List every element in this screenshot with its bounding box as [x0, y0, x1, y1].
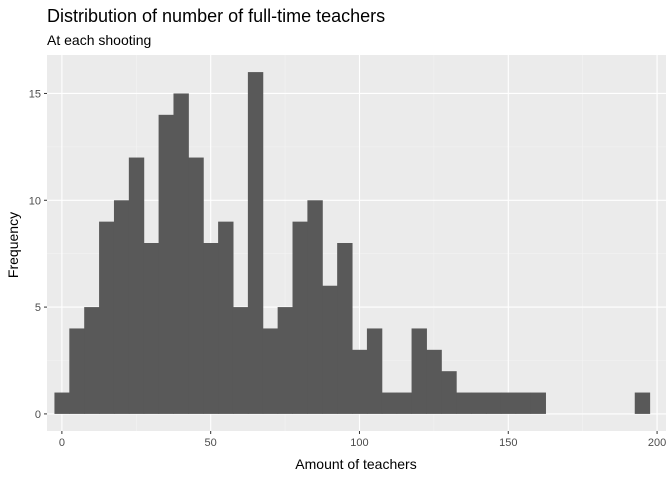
histogram-bar [366, 328, 383, 414]
histogram-bar [232, 307, 249, 414]
y-tick-label: 10 [29, 195, 41, 207]
x-tick-label: 50 [205, 437, 217, 449]
histogram-bar [471, 392, 487, 414]
histogram-bar [143, 243, 160, 414]
y-axis-title: Frequency [5, 212, 21, 278]
x-tick-label: 100 [350, 437, 368, 449]
histogram-bar [307, 200, 323, 414]
histogram-bar [277, 307, 294, 414]
histogram-bar [173, 93, 189, 414]
minor-gridlines [47, 55, 666, 431]
x-tick-label: 200 [648, 437, 666, 449]
histogram-bar [262, 328, 279, 414]
histogram-bar [381, 392, 398, 414]
x-tick-label: 0 [59, 437, 65, 449]
histogram-bar [188, 157, 204, 414]
histogram-bar [426, 349, 442, 414]
histogram-bar [99, 221, 115, 414]
histogram-bar [530, 392, 546, 414]
histogram-bar [128, 157, 145, 414]
histogram-bar [292, 221, 308, 414]
histogram-bar [515, 392, 532, 414]
histogram-bar [218, 221, 234, 414]
histogram-bar [203, 243, 219, 414]
histogram-bar [456, 392, 472, 414]
histogram-bar [500, 392, 517, 414]
histogram-bar [54, 392, 70, 414]
histogram-bar [337, 243, 353, 414]
y-axis: 0 5 10 15 [29, 88, 47, 421]
x-axis-title: Amount of teachers [295, 456, 416, 472]
histogram-bar [113, 200, 130, 414]
histogram-bar [634, 392, 651, 414]
histogram-bar [84, 307, 100, 414]
histogram-bar [485, 392, 502, 414]
histogram-bar [411, 328, 427, 414]
y-tick-label: 15 [29, 88, 41, 100]
histogram-bar [441, 371, 457, 414]
chart-subtitle: At each shooting [47, 32, 151, 48]
histogram-bar [158, 114, 174, 414]
histogram-bar [322, 285, 338, 414]
histogram-bar [396, 392, 413, 414]
y-tick-label: 0 [35, 409, 41, 421]
chart-title: Distribution of number of full-time teac… [47, 6, 385, 26]
histogram-bar [69, 328, 85, 414]
x-tick-label: 150 [499, 437, 517, 449]
histogram-bars [54, 72, 651, 414]
y-tick-label: 5 [35, 302, 41, 314]
histogram-bar [247, 72, 264, 414]
histogram-bar [352, 349, 368, 414]
x-axis: 0 50 100 150 200 [59, 431, 666, 449]
